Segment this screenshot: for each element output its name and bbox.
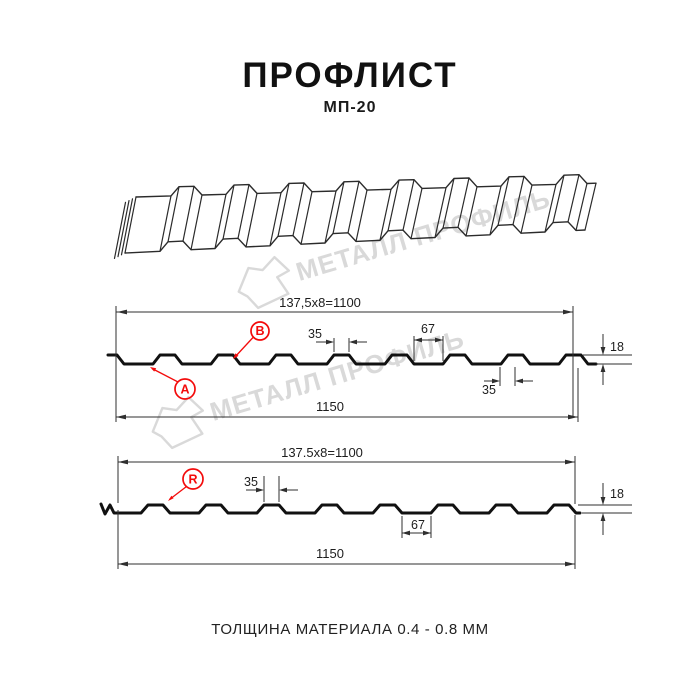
label-b-letter: B [255, 324, 264, 338]
dim-overall-width: 1150 [316, 399, 344, 414]
sheet-line [355, 189, 368, 243]
dim-valley-width: 67 [411, 518, 425, 532]
sheet-line [113, 201, 127, 259]
sheet-line [245, 192, 258, 248]
side-label-a: A [150, 367, 196, 400]
sheet-line [120, 198, 134, 256]
dim-height: 18 [610, 340, 624, 354]
sheet-line [489, 185, 502, 236]
sheet-line [379, 188, 392, 241]
sheet-line [552, 174, 565, 224]
dim-valley-width: 67 [421, 322, 435, 336]
sheet-line [347, 180, 360, 234]
sheet-line [387, 179, 400, 232]
dim-pitch: 137,5x8=1100 [279, 295, 361, 310]
sheet-line [182, 185, 195, 242]
sheet-line [135, 174, 597, 198]
sheet-line [497, 176, 510, 226]
profile-bottom-dimensions: 137.5x8=1100 35 67 18 [117, 445, 632, 569]
profile-bottom-cross-section [99, 502, 582, 516]
corrugated-sheet-3d-view [113, 174, 597, 259]
sheet-line [222, 184, 235, 240]
sheet-line [520, 184, 533, 234]
label-r-letter: R [188, 473, 197, 487]
sheet-line [300, 191, 313, 245]
dim-height: 18 [610, 487, 624, 501]
sheet-line [277, 182, 290, 237]
profile-top-cross-section [106, 353, 598, 366]
sheet-line [269, 192, 282, 247]
sheet-line [159, 195, 172, 252]
sheet-line [544, 183, 557, 233]
dim-rib-top-width: 35 [244, 475, 258, 489]
sheet-line [237, 184, 250, 239]
sheet-line [567, 174, 580, 223]
sheet-line [512, 175, 525, 226]
sheet-line [167, 186, 180, 243]
material-thickness-caption: ТОЛЩИНА МАТЕРИАЛА 0.4 - 0.8 ММ [211, 621, 489, 638]
dim-overall-width: 1150 [316, 546, 344, 561]
sheet-line [117, 200, 130, 258]
dim-pitch: 137.5x8=1100 [281, 445, 363, 460]
page-title: ПРОФЛИСТ [242, 56, 458, 95]
sheet-line [292, 182, 305, 237]
brand-logo-icon [151, 395, 205, 450]
side-label-b: B [233, 321, 270, 359]
sheet-line [324, 190, 337, 244]
sheet-line [190, 194, 203, 251]
brand-logo-icon [237, 255, 291, 310]
sheet-line [465, 186, 478, 237]
sheet-line [124, 196, 137, 254]
profile-top-dimensions: 137,5x8=1100 1150 35 67 [115, 295, 632, 422]
sheet-line [457, 177, 470, 228]
profile-model-subtitle: МП-20 [323, 99, 377, 116]
sheet-line [124, 221, 586, 254]
label-a-letter: A [180, 383, 189, 397]
watermark-upper: МЕТАЛЛ ПРОФИЛЬ [237, 183, 554, 310]
sheet-line [402, 179, 415, 231]
sheet-line [442, 177, 455, 229]
sheet-line [584, 182, 597, 231]
sheet-line [214, 193, 227, 250]
side-label-r: R [168, 468, 204, 501]
sheet-line [434, 187, 447, 239]
dim-rib-top-width: 35 [308, 327, 322, 341]
sheet-line [575, 182, 588, 232]
sheet-line [332, 181, 345, 235]
dim-rib-base-width: 35 [482, 383, 496, 397]
sheet-line [410, 187, 423, 240]
